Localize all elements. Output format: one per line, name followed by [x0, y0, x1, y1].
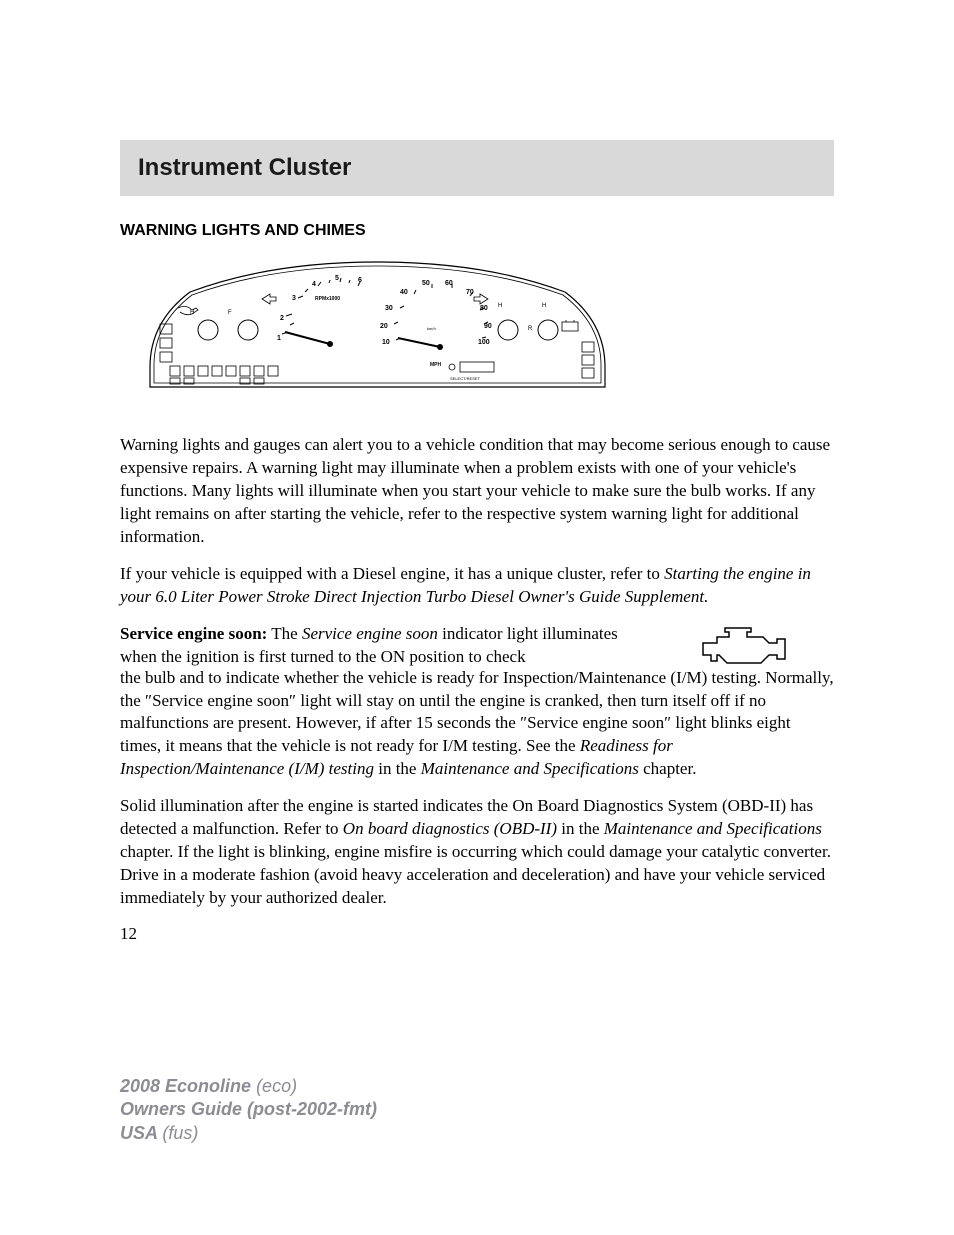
svg-text:MPH: MPH: [430, 362, 442, 368]
footer-1a: 2008 Econoline: [120, 1076, 256, 1096]
svg-text:2: 2: [280, 315, 284, 322]
p4-it1: On board diagnostics (OBD-II): [343, 819, 557, 838]
paragraph-4: Solid illumination after the engine is s…: [120, 795, 834, 910]
p3-a: The: [267, 624, 302, 643]
p2-text-a: If your vehicle is equipped with a Diese…: [120, 564, 664, 583]
footer-3b: (fus): [162, 1123, 198, 1143]
svg-text:30: 30: [385, 305, 393, 312]
svg-text:R: R: [528, 326, 533, 332]
header-bar: Instrument Cluster: [120, 140, 834, 196]
footer-line-3: USA (fus): [120, 1122, 377, 1145]
svg-text:3: 3: [292, 295, 296, 302]
p3-c: the bulb and to indicate whether the veh…: [120, 668, 834, 756]
check-engine-icon: [699, 625, 789, 669]
p3-e: chapter.: [639, 759, 697, 778]
page-number: 12: [120, 924, 834, 944]
footer: 2008 Econoline (eco) Owners Guide (post-…: [120, 1075, 377, 1145]
paragraph-1: Warning lights and gauges can alert you …: [120, 434, 834, 549]
service-engine-bold: Service engine soon:: [120, 624, 267, 643]
svg-text:10: 10: [382, 339, 390, 346]
paragraph-2: If your vehicle is equipped with a Diese…: [120, 563, 834, 609]
p4-it2: Maintenance and Specifications: [604, 819, 822, 838]
svg-text:km/h: km/h: [427, 326, 436, 331]
svg-text:5: 5: [335, 275, 339, 282]
p3-it1: Service engine soon: [302, 624, 438, 643]
section-title: WARNING LIGHTS AND CHIMES: [120, 222, 834, 240]
svg-text:1: 1: [277, 335, 281, 342]
instrument-cluster-diagram: H F H H R 1 2 3 4 5 6 RPM: [130, 252, 625, 402]
footer-3a: USA: [120, 1123, 162, 1143]
header-title: Instrument Cluster: [138, 154, 816, 182]
p4-b: in the: [557, 819, 604, 838]
svg-text:90: 90: [484, 323, 492, 330]
footer-1b: (eco): [256, 1076, 297, 1096]
footer-line-2: Owners Guide (post-2002-fmt): [120, 1098, 377, 1121]
service-engine-intro: Service engine soon: The Service engine …: [120, 623, 644, 669]
svg-text:4: 4: [312, 281, 316, 288]
svg-text:40: 40: [400, 289, 408, 296]
svg-text:H: H: [542, 303, 546, 309]
p3-it3: Maintenance and Specifications: [421, 759, 639, 778]
svg-text:20: 20: [380, 323, 388, 330]
p4-c: chapter. If the light is blinking, engin…: [120, 842, 831, 907]
p3-d: in the: [374, 759, 421, 778]
svg-text:100: 100: [478, 339, 490, 346]
engine-icon-wrap: [654, 623, 834, 669]
svg-text:RPMx1000: RPMx1000: [315, 296, 340, 302]
svg-text:50: 50: [422, 280, 430, 287]
paragraph-3-cont: the bulb and to indicate whether the veh…: [120, 667, 834, 782]
page-content: Instrument Cluster WARNING LIGHTS AND CH…: [0, 0, 954, 944]
svg-text:F: F: [228, 310, 232, 316]
svg-text:SELECT/RESET: SELECT/RESET: [450, 376, 481, 381]
footer-line-1: 2008 Econoline (eco): [120, 1075, 377, 1098]
svg-text:H: H: [498, 303, 502, 309]
service-engine-row: Service engine soon: The Service engine …: [120, 623, 834, 669]
